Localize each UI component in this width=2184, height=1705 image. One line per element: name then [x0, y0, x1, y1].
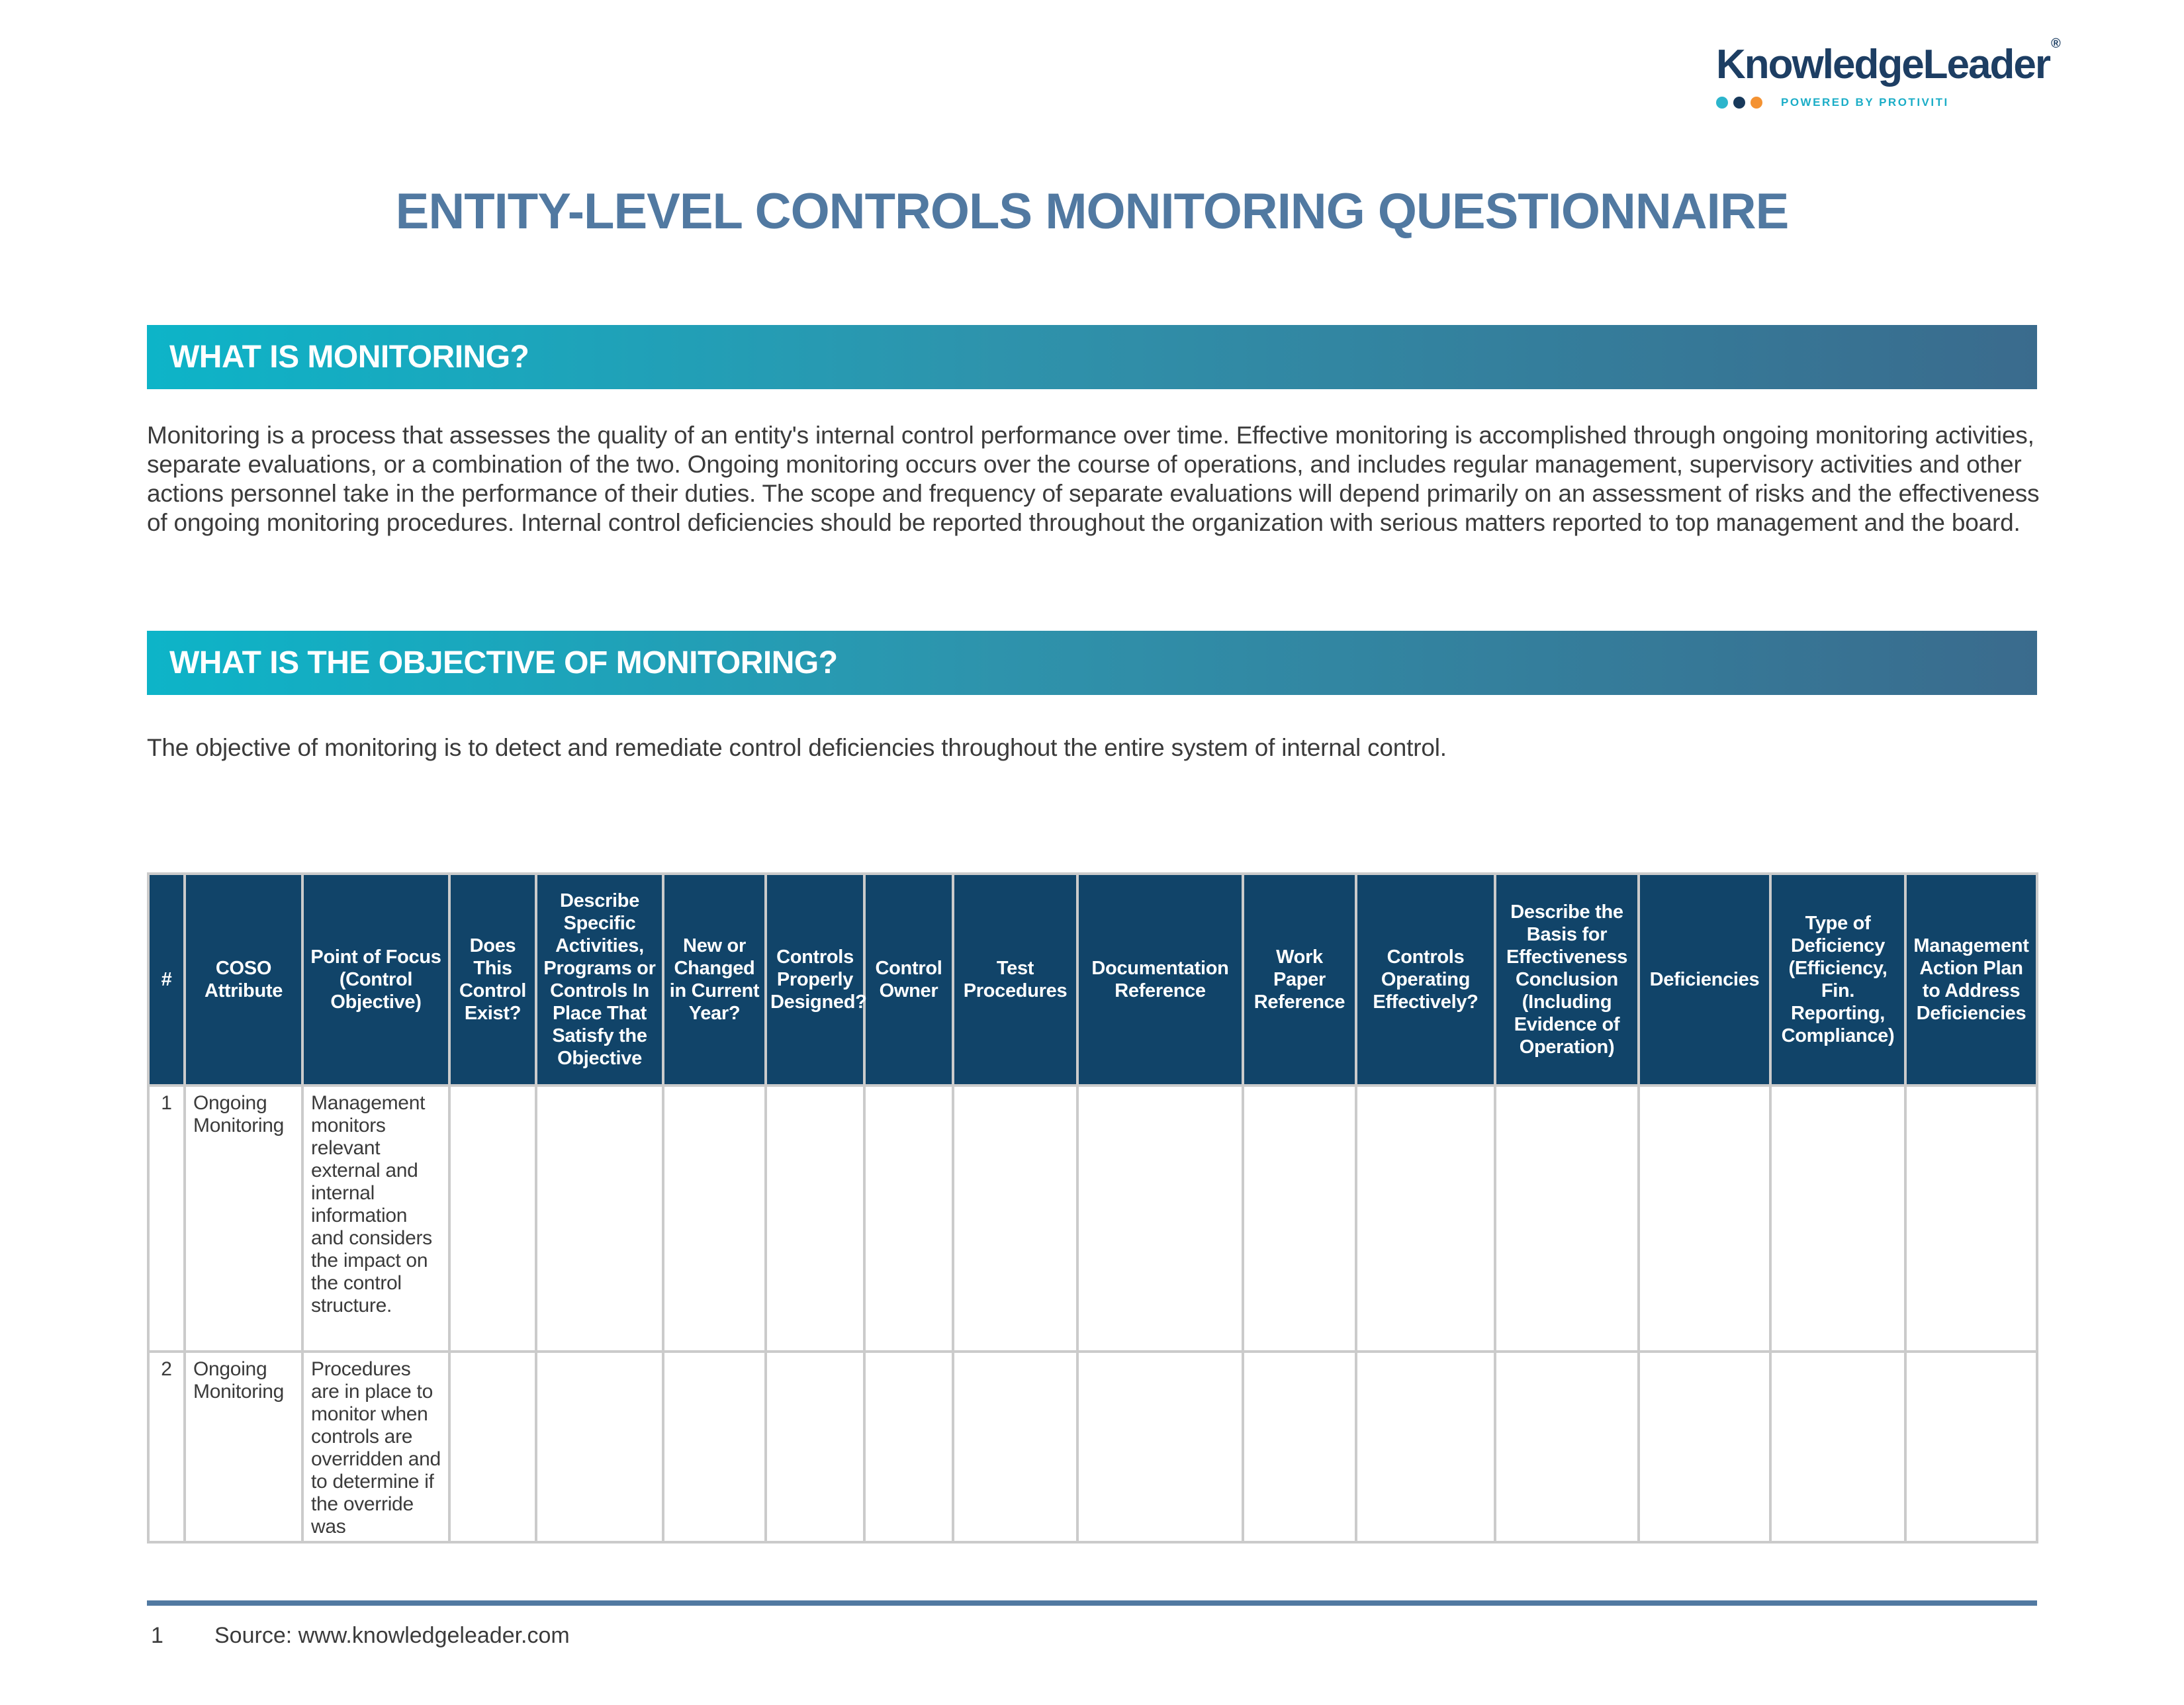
new-or-changed-cell — [662, 1350, 767, 1544]
logo-dot-orange-icon — [1751, 97, 1762, 109]
controls-questionnaire-table: # COSO Attribute Point of Focus (Control… — [147, 872, 2038, 1544]
column-header-operating-effectively: Controls Operating Effectively? — [1355, 872, 1496, 1087]
column-header-effectiveness-basis: Describe the Basis for Effectiveness Con… — [1494, 872, 1640, 1087]
row-number-cell: 2 — [147, 1350, 186, 1544]
operating-effectively-cell — [1355, 1350, 1496, 1544]
column-header-deficiency-type: Type of Deficiency (Efficiency, Fin. Rep… — [1769, 872, 1907, 1087]
management-action-plan-cell — [1904, 1350, 2038, 1544]
column-header-control-exists: Does This Control Exist? — [448, 872, 537, 1087]
table-row: 2 Ongoing Monitoring Procedures are in p… — [147, 1350, 2038, 1544]
deficiencies-cell — [1637, 1350, 1772, 1544]
section-heading: WHAT IS THE OBJECTIVE OF MONITORING? — [169, 645, 838, 680]
test-procedures-cell — [952, 1084, 1079, 1353]
properly-designed-cell — [764, 1350, 866, 1544]
objective-description-paragraph: The objective of monitoring is to detect… — [147, 734, 1447, 761]
page-number: 1 — [151, 1623, 163, 1648]
logo-tagline-row: POWERED BY PROTIVITI — [1716, 96, 2061, 109]
control-exists-cell — [448, 1084, 537, 1353]
knowledgeleader-logo: KnowledgeLeader ® POWERED BY PROTIVITI — [1716, 36, 2061, 109]
column-header-point-of-focus: Point of Focus (Control Objective) — [301, 872, 451, 1087]
logo-wordmark: KnowledgeLeader ® — [1716, 36, 2061, 88]
section-banner-objective-of-monitoring: WHAT IS THE OBJECTIVE OF MONITORING? — [147, 631, 2037, 695]
column-header-coso-attribute: COSO Attribute — [183, 872, 304, 1087]
footer-source: Source: www.knowledgeleader.com — [214, 1623, 570, 1648]
column-header-work-paper-reference: Work Paper Reference — [1242, 872, 1357, 1087]
monitoring-description-paragraph: Monitoring is a process that assesses th… — [147, 422, 2040, 536]
table-header-row: # COSO Attribute Point of Focus (Control… — [147, 872, 2038, 1087]
column-header-deficiencies: Deficiencies — [1637, 872, 1772, 1087]
documentation-reference-cell — [1076, 1084, 1244, 1353]
effectiveness-basis-cell — [1494, 1084, 1640, 1353]
operating-effectively-cell — [1355, 1084, 1496, 1353]
control-owner-cell — [863, 1350, 954, 1544]
work-paper-reference-cell — [1242, 1084, 1357, 1353]
control-owner-cell — [863, 1084, 954, 1353]
test-procedures-cell — [952, 1350, 1079, 1544]
point-of-focus-cell: Management monitors relevant external an… — [301, 1084, 451, 1353]
work-paper-reference-cell — [1242, 1350, 1357, 1544]
column-header-number: # — [147, 872, 186, 1087]
page-title: ENTITY-LEVEL CONTROLS MONITORING QUESTIO… — [395, 183, 1790, 240]
deficiency-type-cell — [1769, 1084, 1907, 1353]
control-exists-cell — [448, 1350, 537, 1544]
section-heading: WHAT IS MONITORING? — [169, 340, 529, 375]
coso-attribute-cell: Ongoing Monitoring — [183, 1350, 304, 1544]
logo-tagline: POWERED BY PROTIVITI — [1781, 96, 1949, 109]
column-header-control-owner: Control Owner — [863, 872, 954, 1087]
new-or-changed-cell — [662, 1084, 767, 1353]
column-header-management-action-plan: Management Action Plan to Address Defici… — [1904, 872, 2038, 1087]
properly-designed-cell — [764, 1084, 866, 1353]
row-number-cell: 1 — [147, 1084, 186, 1353]
describe-activities-cell — [535, 1084, 664, 1353]
logo-dot-navy-icon — [1733, 97, 1745, 109]
footer-divider — [147, 1600, 2037, 1606]
deficiency-type-cell — [1769, 1350, 1907, 1544]
table-row: 1 Ongoing Monitoring Management monitors… — [147, 1084, 2038, 1353]
deficiencies-cell — [1637, 1084, 1772, 1353]
effectiveness-basis-cell — [1494, 1350, 1640, 1544]
column-header-test-procedures: Test Procedures — [952, 872, 1079, 1087]
column-header-documentation-reference: Documentation Reference — [1076, 872, 1244, 1087]
documentation-reference-cell — [1076, 1350, 1244, 1544]
column-header-describe-activities: Describe Specific Activities, Programs o… — [535, 872, 664, 1087]
describe-activities-cell — [535, 1350, 664, 1544]
column-header-new-or-changed: New or Changed in Current Year? — [662, 872, 767, 1087]
page-footer: 1 Source: www.knowledgeleader.com — [151, 1623, 570, 1649]
logo-brand-text: KnowledgeLeader — [1716, 42, 2051, 87]
management-action-plan-cell — [1904, 1084, 2038, 1353]
point-of-focus-cell: Procedures are in place to monitor when … — [301, 1350, 451, 1544]
coso-attribute-cell: Ongoing Monitoring — [183, 1084, 304, 1353]
logo-dot-teal-icon — [1716, 97, 1728, 109]
column-header-properly-designed: Controls Properly Designed? — [764, 872, 867, 1087]
registered-trademark-icon: ® — [2051, 36, 2061, 52]
section-banner-what-is-monitoring: WHAT IS MONITORING? — [147, 325, 2037, 389]
